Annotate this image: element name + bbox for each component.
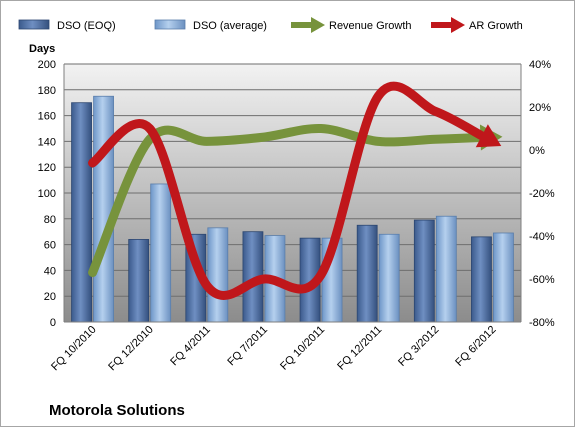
x-tick-label: FQ 12/2011 bbox=[335, 324, 384, 373]
y-tick-labels: 0 20 40 60 80 100 120 140 160 180 200 bbox=[38, 59, 56, 329]
legend-label-revenuegrowth: Revenue Growth bbox=[329, 20, 412, 32]
y-tick-label: 200 bbox=[38, 59, 56, 71]
y-tick-label: 60 bbox=[44, 240, 56, 252]
y2-tick-label: -60% bbox=[529, 274, 555, 286]
y2-tick-label: -20% bbox=[529, 188, 555, 200]
y2-tick-label: 0% bbox=[529, 145, 545, 157]
legend-arrow-revenuegrowth bbox=[311, 17, 325, 33]
legend-label-argrowth: AR Growth bbox=[469, 20, 523, 32]
arrowhead-argrowth bbox=[475, 124, 502, 148]
y-tick-label: 140 bbox=[38, 136, 56, 148]
legend-arrow-argrowth bbox=[451, 17, 465, 33]
y-tick-label: 180 bbox=[38, 85, 56, 97]
bar-dsoeoq bbox=[471, 236, 492, 323]
bar-dsoaverage bbox=[150, 183, 172, 323]
bar-dsoaverage bbox=[493, 232, 514, 323]
y2-tick-label: -40% bbox=[529, 231, 555, 243]
line-argrowth bbox=[88, 81, 487, 300]
y2-tick-label: -80% bbox=[529, 317, 555, 329]
x-tick-label: FQ 7/2011 bbox=[225, 324, 270, 369]
y-tick-label: 120 bbox=[38, 162, 56, 174]
y2-tick-labels: -80% -60% -40% -20% 0% 20% 40% bbox=[529, 59, 555, 329]
y2-tick-label: 40% bbox=[529, 59, 551, 71]
legend-label-dsoaverage: DSO (average) bbox=[193, 20, 267, 32]
x-tick-label: FQ 3/2012 bbox=[396, 324, 441, 369]
bar-dsoaverage bbox=[93, 95, 114, 323]
bar-dsoeoq bbox=[128, 239, 150, 323]
x-tick-labels: FQ 10/2010 FQ 12/2010 FQ 4/2011 FQ 7/2011 FQ… bbox=[49, 324, 498, 374]
legend: DSO (EOQ) DSO (average) Revenue Growth AR G… bbox=[18, 17, 523, 33]
chart-title: Motorola Solutions bbox=[49, 402, 185, 419]
y-tick-label: 0 bbox=[50, 317, 56, 329]
legend-swatch-dsoeoq bbox=[18, 19, 50, 30]
y-axis-title: Days bbox=[29, 43, 55, 55]
x-tick-label: FQ 10/2010 bbox=[49, 324, 99, 374]
line-revenuegrowth bbox=[88, 123, 485, 278]
y-tick-label: 40 bbox=[44, 265, 56, 277]
x-tick-label: FQ 12/2010 bbox=[106, 324, 156, 374]
bar-dsoaverage bbox=[378, 233, 400, 323]
bar-dsoeoq bbox=[71, 102, 92, 323]
y-tick-label: 80 bbox=[44, 214, 56, 226]
x-tick-label: FQ 4/2011 bbox=[168, 324, 213, 369]
growth-lines bbox=[88, 81, 503, 300]
legend-label-dsoeoq: DSO (EOQ) bbox=[57, 20, 116, 32]
legend-swatch-dsoaverage bbox=[154, 19, 186, 30]
x-tick-label: FQ 10/2011 bbox=[278, 324, 327, 373]
bar-dsoeoq bbox=[413, 219, 435, 323]
bar-dsoaverage bbox=[435, 215, 457, 323]
bar-dsoaverage bbox=[207, 227, 229, 323]
y-tick-label: 100 bbox=[38, 188, 56, 200]
y-tick-label: 160 bbox=[38, 111, 56, 123]
bar-dsoeoq bbox=[356, 224, 378, 323]
x-tick-label: FQ 6/2012 bbox=[453, 324, 498, 369]
y2-tick-label: 20% bbox=[529, 102, 551, 114]
y-tick-label: 20 bbox=[44, 291, 56, 303]
